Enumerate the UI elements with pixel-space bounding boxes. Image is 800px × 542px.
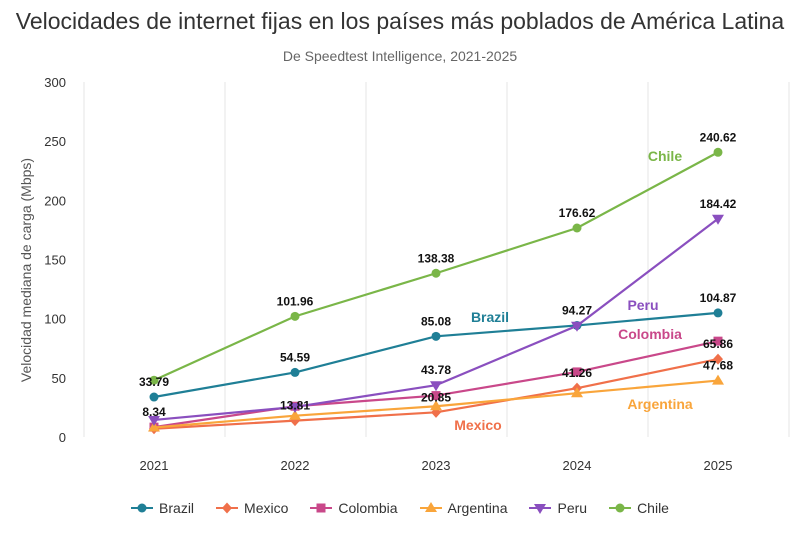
legend-marker-icon (529, 504, 552, 514)
series-label: Brazil (471, 309, 509, 325)
data-label: 54.59 (280, 350, 310, 364)
legend-marker-icon (216, 502, 239, 514)
y-axis-label: Velocidad mediana de carga (Mbps) (18, 158, 34, 382)
legend-item-chile[interactable]: Chile (609, 500, 669, 516)
chart-title: Velocidades de internet fijas en los paí… (15, 8, 785, 34)
data-label: 47.68 (703, 359, 733, 373)
data-label: 41.26 (562, 366, 592, 380)
data-point (290, 367, 300, 377)
series-argentina: Argentina (148, 374, 724, 432)
y-tick-label: 200 (44, 193, 66, 208)
data-label: 94.27 (562, 303, 592, 317)
x-tick-label: 2024 (563, 458, 592, 473)
series-chile: Chile (149, 147, 723, 385)
y-tick-label: 300 (44, 75, 66, 90)
series-line (153, 151, 719, 382)
y-tick-label: 150 (44, 253, 66, 268)
series-label: Argentina (627, 396, 693, 412)
data-label: 85.08 (421, 314, 451, 328)
data-label: 240.62 (700, 130, 737, 144)
data-point (431, 268, 441, 278)
legend-label: Mexico (244, 500, 289, 516)
legend-marker-icon (131, 503, 154, 513)
data-label: 184.42 (700, 197, 737, 211)
x-tick-label: 2023 (422, 458, 451, 473)
data-label: 176.62 (559, 206, 596, 220)
data-point (571, 387, 583, 398)
data-point (430, 381, 442, 392)
legend: Brazil Mexico Colombia Argentina Peru Chile (0, 500, 800, 516)
data-point (712, 214, 724, 225)
data-label: 33.79 (139, 375, 169, 389)
series-peru: Peru (148, 214, 724, 426)
data-point (148, 421, 160, 432)
data-label: 13.81 (280, 399, 310, 413)
data-label: 101.96 (277, 294, 314, 308)
data-label: 104.87 (700, 291, 737, 305)
data-point (713, 336, 723, 346)
series-label: Chile (648, 148, 682, 164)
data-point (149, 375, 159, 385)
data-point (430, 400, 442, 411)
data-label: 8.34 (142, 405, 166, 419)
data-point (615, 503, 625, 513)
data-point (289, 409, 301, 420)
data-point (316, 503, 326, 513)
series-label: Colombia (618, 326, 682, 342)
data-point (137, 503, 147, 513)
data-label: 20.85 (421, 390, 451, 404)
legend-item-argentina[interactable]: Argentina (419, 500, 508, 516)
data-point (534, 504, 547, 514)
x-tick-label: 2022 (281, 458, 310, 473)
data-label: 65.86 (703, 337, 733, 351)
legend-item-brazil[interactable]: Brazil (131, 500, 194, 516)
x-tick-label: 2021 (140, 458, 169, 473)
legend-label: Argentina (447, 500, 508, 516)
data-point (424, 502, 437, 512)
data-point (572, 223, 582, 233)
series-label: Mexico (454, 417, 501, 433)
legend-item-mexico[interactable]: Mexico (216, 500, 288, 516)
data-point (431, 331, 441, 341)
legend-label: Brazil (159, 500, 195, 516)
legend-item-peru[interactable]: Peru (529, 500, 587, 516)
y-tick-label: 100 (44, 312, 66, 327)
legend-marker-icon (310, 503, 333, 513)
data-point (712, 374, 724, 385)
data-point (149, 392, 159, 402)
x-tick-label: 2025 (704, 458, 733, 473)
series-label: Peru (627, 297, 658, 313)
data-point (571, 321, 583, 332)
data-point (713, 353, 723, 365)
y-tick-label: 0 (59, 430, 66, 445)
data-point (148, 415, 160, 426)
legend-marker-icon (419, 502, 442, 512)
y-tick-label: 50 (52, 371, 66, 386)
data-point (222, 502, 233, 514)
legend-marker-icon (609, 503, 632, 513)
data-point (713, 308, 723, 318)
series-colombia: Colombia (149, 326, 723, 432)
legend-label: Peru (557, 500, 588, 516)
legend-label: Colombia (338, 500, 398, 516)
data-point (713, 147, 723, 157)
data-label: 138.38 (418, 251, 455, 265)
legend-item-colombia[interactable]: Colombia (310, 500, 398, 516)
chart-subtitle: De Speedtest Intelligence, 2021-2025 (282, 48, 518, 64)
data-point (290, 311, 300, 321)
data-point (572, 367, 582, 377)
data-point (431, 391, 441, 401)
data-label: 43.78 (421, 363, 451, 377)
data-point (289, 402, 301, 413)
y-tick-label: 250 (44, 134, 66, 149)
legend-label: Chile (637, 500, 669, 516)
